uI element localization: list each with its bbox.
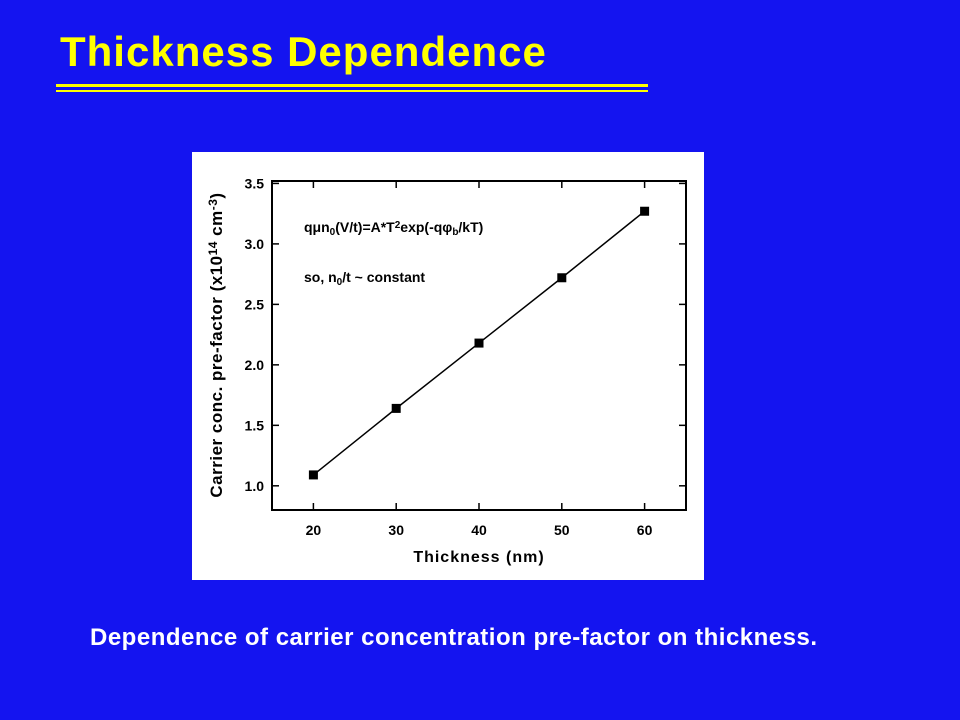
caption: Dependence of carrier concentration pre-…	[90, 624, 818, 651]
chart-background	[192, 152, 704, 580]
text-part: exp(-qφ	[400, 219, 452, 235]
text-part: /t ~ constant	[342, 269, 425, 285]
text-part: -3	[206, 199, 220, 211]
x-tick-label: 40	[471, 522, 487, 538]
x-tick-label: 60	[637, 522, 653, 538]
data-point	[557, 273, 567, 283]
y-tick-label: 3.0	[245, 236, 265, 252]
data-point	[640, 206, 650, 216]
text-part: )	[207, 192, 226, 198]
y-axis-label: Carrier conc. pre-factor (x1014 cm-3)	[206, 192, 226, 497]
y-tick-label: 2.0	[245, 357, 265, 373]
slide-title: Thickness Dependence	[60, 28, 547, 75]
x-tick-label: 30	[388, 522, 404, 538]
text-part: /kT)	[458, 219, 483, 235]
annotation: so, n0/t ~ constant	[304, 269, 425, 288]
text-part: qμn	[304, 219, 330, 235]
text-part: 14	[206, 241, 220, 255]
x-tick-label: 50	[554, 522, 570, 538]
y-tick-label: 3.5	[245, 175, 265, 191]
annotation: qμn0(V/t)=A*T2exp(-qφb/kT)	[304, 219, 483, 238]
y-tick-label: 1.5	[245, 417, 265, 433]
text-part: Carrier conc. pre-factor (x10	[207, 255, 226, 497]
data-point	[474, 338, 484, 348]
text-part: so, n	[304, 269, 337, 285]
text-part: (V/t)=A*T	[335, 219, 395, 235]
y-tick-label: 1.0	[245, 478, 265, 494]
data-point	[391, 403, 401, 413]
text-part: 0	[337, 277, 343, 288]
text-part: cm	[207, 210, 226, 241]
title-underline	[56, 84, 648, 87]
text-part: 0	[330, 227, 336, 238]
title-underline	[56, 90, 648, 92]
x-tick-label: 20	[306, 522, 322, 538]
x-axis-label: Thickness (nm)	[413, 549, 544, 566]
text-part: b	[452, 227, 458, 238]
data-point	[308, 470, 318, 480]
y-tick-label: 2.5	[245, 296, 265, 312]
text-part: 2	[395, 220, 401, 231]
